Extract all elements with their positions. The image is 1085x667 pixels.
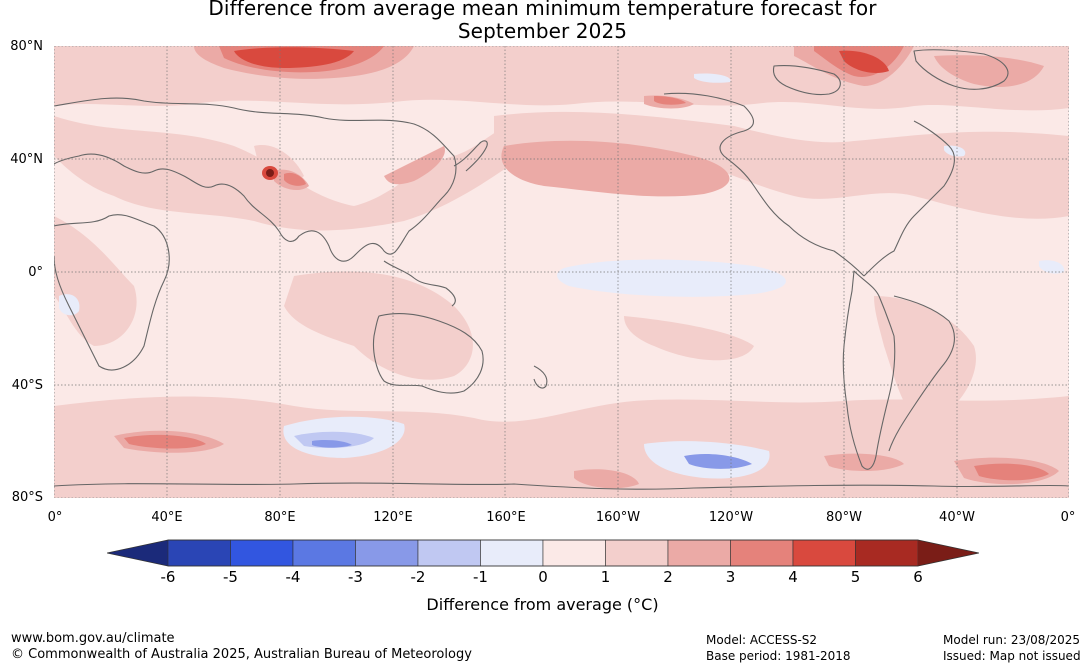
lon-label-80e: 80°E [264, 510, 296, 525]
colorbar-cells [107, 539, 979, 567]
south-america-west-coast [842, 270, 896, 470]
colorbar-tick-label: -5 [223, 568, 238, 586]
colorbar-tick-label: -4 [285, 568, 301, 586]
map-frame [54, 46, 1069, 498]
lon-label-120w: 120°W [708, 510, 754, 525]
colorbar-cell [605, 539, 669, 567]
colorbar-tick-label: -1 [473, 568, 488, 586]
se-asia-coast [383, 260, 456, 307]
new-zealand-coast [533, 365, 548, 389]
colorbar-cell [292, 539, 356, 567]
south-america-east-coast [888, 295, 955, 452]
africa-coast [54, 214, 170, 371]
lon-label-40e: 40°E [151, 510, 183, 525]
colorbar-cell [855, 539, 919, 567]
anomaly-field-negative [59, 73, 1065, 479]
colorbar-cell [792, 539, 856, 567]
footer-website: www.bom.gov.au/climate [11, 631, 175, 646]
coastlines [54, 49, 1069, 490]
colorbar-cell [167, 539, 231, 567]
lat-label-40s: 40°S [11, 378, 43, 393]
footer-model: Model: ACCESS-S2 [706, 633, 818, 647]
lon-label-160w: 160°W [595, 510, 641, 525]
colorbar-tick-label: -2 [410, 568, 426, 586]
lon-label-0-left: 0° [47, 510, 63, 525]
map-title-line1: Difference from average mean minimum tem… [208, 0, 877, 20]
colorbar-tick-label: 4 [788, 568, 798, 586]
colorbar-tick-label: 6 [913, 568, 923, 586]
lat-label-40n: 40°N [10, 152, 43, 167]
footer-issued: Issued: Map not issued [943, 649, 1081, 663]
colorbar-tick-label: 2 [663, 568, 673, 586]
colorbar-tick-label: 0 [538, 568, 548, 586]
lat-label-80s: 80°S [11, 490, 43, 505]
japan-coast [453, 140, 488, 172]
colorbar-cell [730, 539, 794, 567]
lat-label-0: 0° [28, 265, 43, 280]
map-title: Difference from average mean minimum tem… [0, 0, 1085, 43]
lon-label-80w: 80°W [826, 510, 862, 525]
footer-base-period: Base period: 1981-2018 [706, 649, 851, 663]
greenland-coast [913, 49, 1009, 90]
colorbar-extend-high [918, 540, 979, 566]
north-america-west-coast [663, 92, 865, 277]
lon-label-40w: 40°W [939, 510, 975, 525]
colorbar-tick-label: -6 [160, 568, 176, 586]
antarctica-coast [54, 482, 1069, 490]
colorbar-cell [417, 539, 481, 567]
lon-label-160e: 160°E [486, 510, 526, 525]
forecast-map-svg [54, 46, 1069, 498]
australia-coast [372, 312, 484, 394]
footer-model-run: Model run: 23/08/2025 [943, 633, 1081, 647]
eurasia-coast [54, 97, 457, 262]
colorbar-cell [480, 539, 544, 567]
anomaly-field-hotspots [234, 47, 889, 180]
colorbar-extend-low [107, 540, 168, 566]
north-america-east-coast [863, 120, 955, 277]
forecast-map [54, 46, 1069, 498]
colorbar-label: Difference from average (°C) [426, 595, 659, 614]
colorbar-cell [667, 539, 731, 567]
colorbar-tick-label: 3 [725, 568, 736, 586]
colorbar-cell [355, 539, 419, 567]
colorbar-tick-label: 1 [600, 568, 611, 586]
lat-label-80n: 80°N [10, 39, 43, 54]
colorbar [107, 539, 979, 567]
colorbar-cell [542, 539, 606, 567]
arctic-islands-coast [772, 64, 841, 96]
colorbar-cell [230, 539, 294, 567]
footer-copyright: © Commonwealth of Australia 2025, Austra… [11, 647, 472, 662]
colorbar-tick-label: -3 [348, 568, 363, 586]
lon-label-0-right: 0° [1060, 510, 1076, 525]
map-title-line2: September 2025 [457, 19, 628, 43]
lon-label-120e: 120°E [373, 510, 413, 525]
colorbar-outline [107, 539, 979, 567]
colorbar-tick-label: 5 [850, 568, 861, 586]
map-gridlines [54, 46, 1069, 498]
